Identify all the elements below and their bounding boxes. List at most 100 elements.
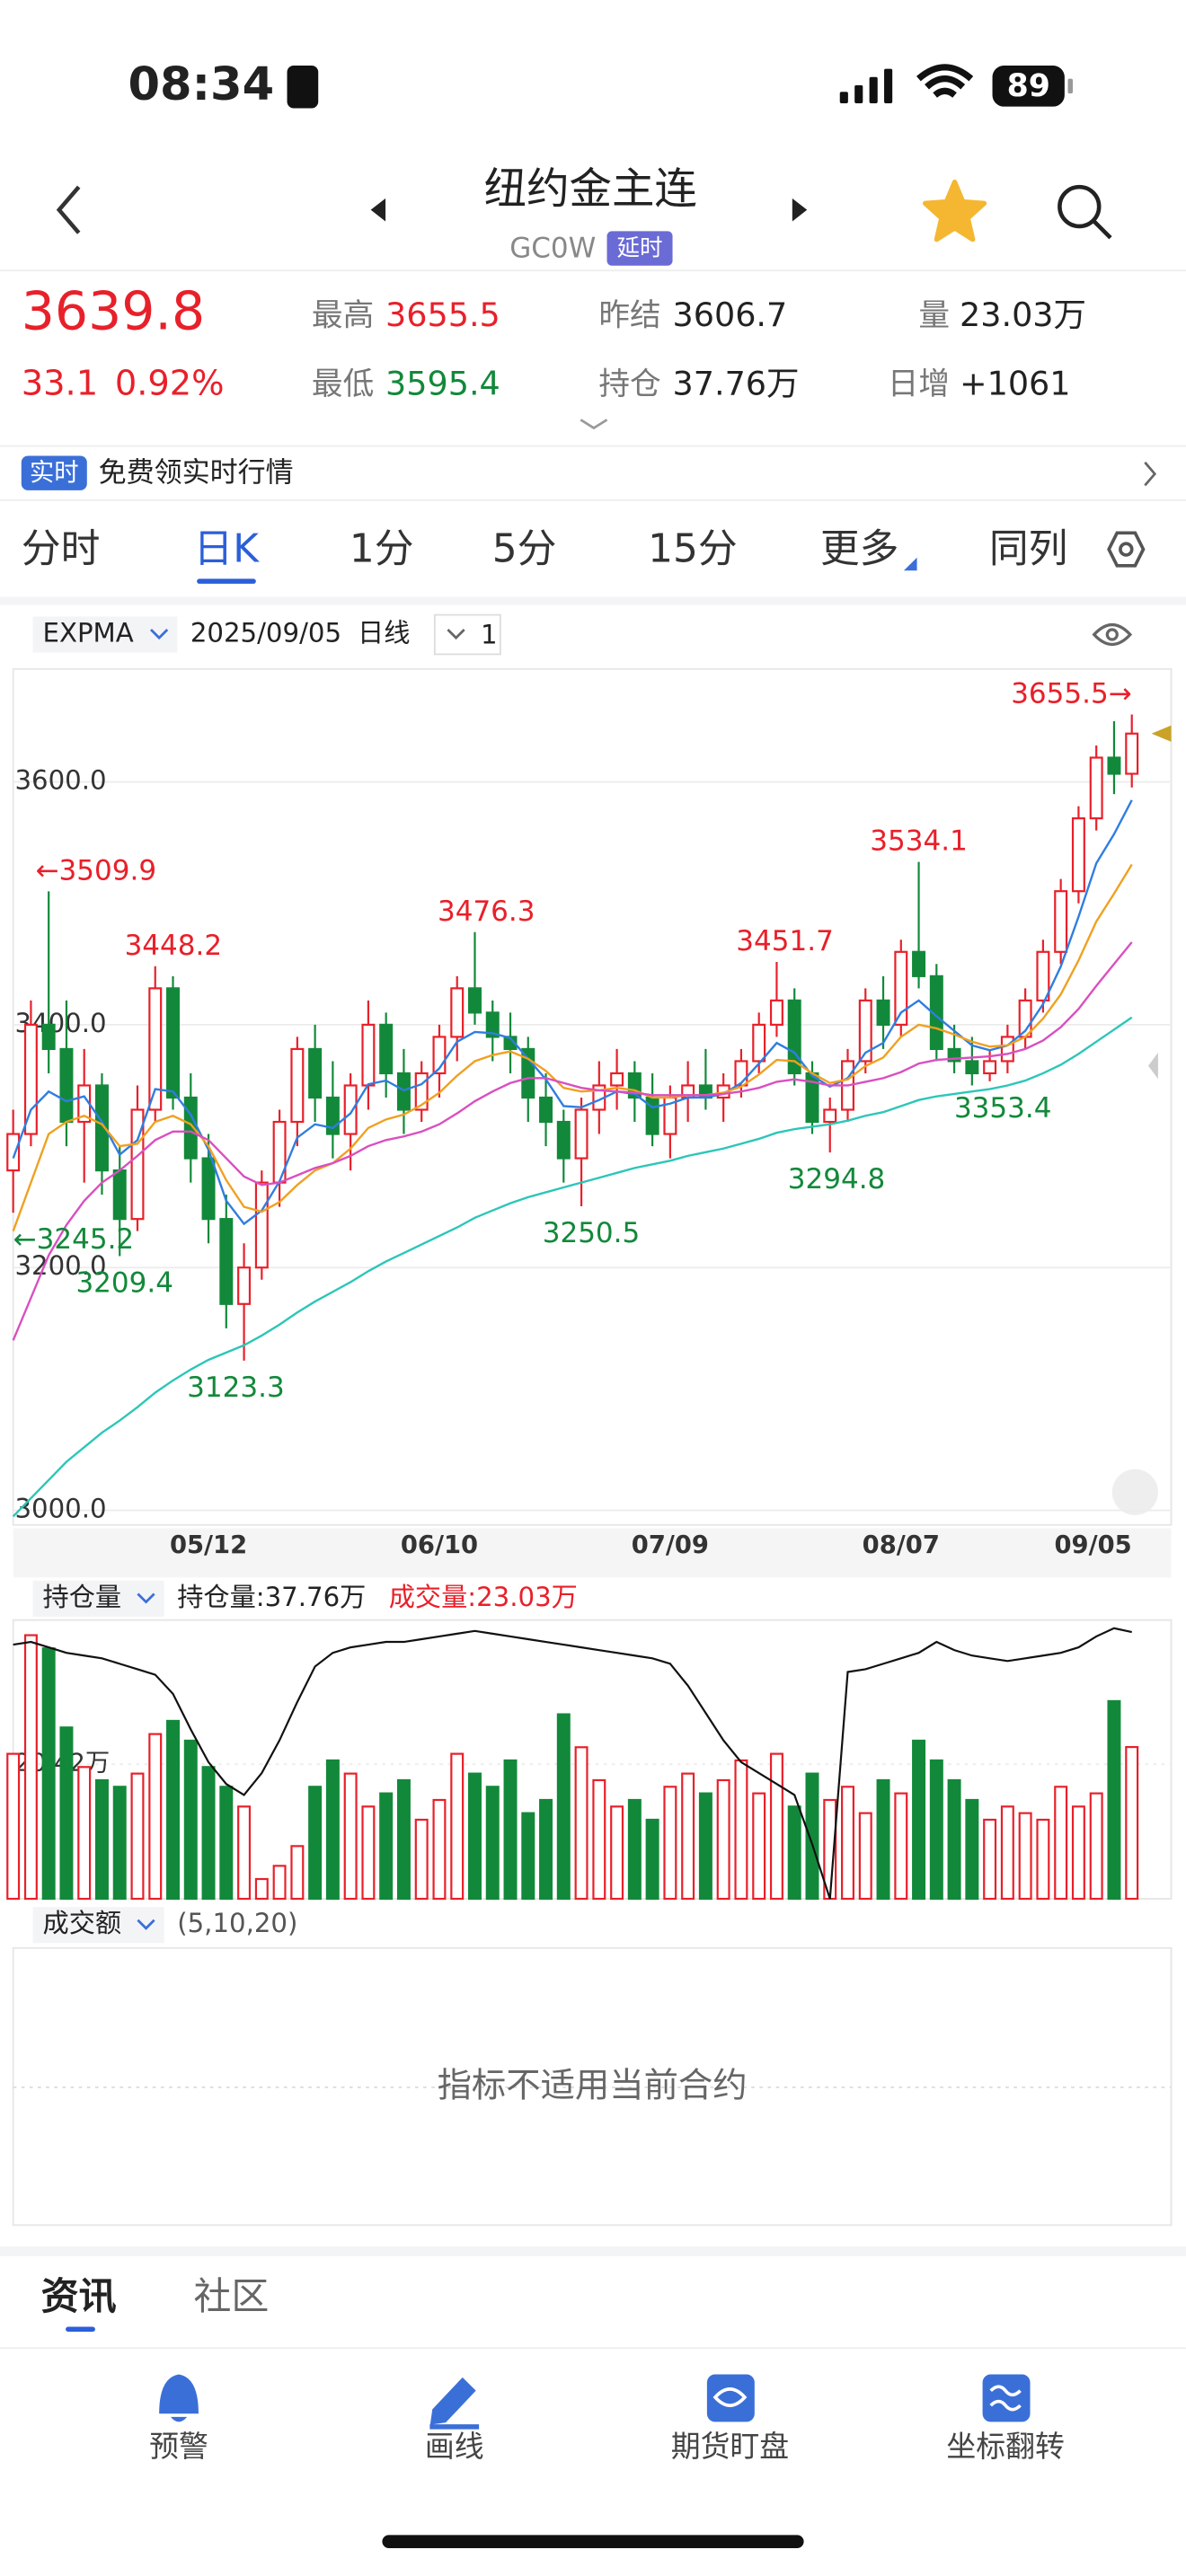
banner-text[interactable]: 免费领实时行情 — [99, 457, 294, 490]
x-tick-label: 09/05 — [1055, 1531, 1132, 1559]
candle-body — [1125, 732, 1139, 775]
next-contract[interactable] — [792, 198, 808, 222]
settings-icon[interactable] — [1107, 531, 1146, 568]
quote-label: 最低 — [312, 366, 374, 402]
period-tab[interactable]: 更多 — [820, 525, 899, 571]
period-tab[interactable]: 分时 — [22, 525, 101, 571]
prev-contract[interactable] — [370, 198, 386, 222]
price-annotation: 3294.8 — [788, 1163, 886, 1195]
price-annotation: 3123.3 — [187, 1372, 285, 1404]
legend-volume: 成交量:23.03万 — [389, 1582, 578, 1612]
volume-bar — [1036, 1818, 1050, 1901]
draw-icon[interactable] — [429, 2377, 480, 2430]
realtime-badge — [21, 455, 87, 490]
period-tab[interactable]: 15分 — [648, 525, 738, 571]
indicator-name: EXPMA — [43, 618, 134, 648]
last-price: 3639.8 — [22, 281, 205, 342]
visibility-icon[interactable] — [1092, 622, 1133, 647]
search-button[interactable] — [1058, 184, 1112, 240]
expand-quote[interactable] — [580, 419, 608, 430]
watch-icon[interactable] — [706, 2374, 755, 2422]
volume-bar — [769, 1752, 783, 1901]
y-tick-label: 3600.0 — [14, 765, 106, 796]
separator-band — [0, 596, 1186, 605]
candle-body — [148, 987, 163, 1111]
candle-body — [290, 1047, 305, 1124]
volume-bar — [1000, 1805, 1014, 1901]
candle-body — [308, 1047, 323, 1099]
x-tick-label: 08/07 — [863, 1531, 940, 1559]
quote-label: 最高 — [312, 297, 374, 333]
content-tab[interactable]: 资讯 — [41, 2274, 117, 2318]
volume-bar — [556, 1713, 571, 1901]
count-select[interactable] — [433, 613, 501, 656]
volume-bar — [201, 1766, 216, 1901]
candle-body — [556, 1120, 571, 1160]
x-tick-label: 06/10 — [401, 1531, 478, 1559]
candle-body — [752, 1023, 766, 1063]
volume-bar — [929, 1759, 943, 1901]
separator-band — [0, 2246, 1186, 2257]
quote-value: +1061 — [960, 365, 1070, 403]
fullscreen-button[interactable] — [1111, 1469, 1158, 1515]
price-change: 33.1 — [22, 364, 98, 404]
volume-bar — [325, 1759, 340, 1901]
volume-bar — [396, 1778, 411, 1901]
volume-bar — [965, 1798, 979, 1901]
dropdown-caret — [137, 1592, 155, 1604]
volume-bar — [681, 1772, 695, 1901]
favorite-star[interactable] — [922, 179, 987, 243]
legend-oi: 持仓量:37.76万 — [177, 1582, 366, 1612]
open-interest-line — [13, 1627, 1132, 1900]
volume-bar — [983, 1818, 997, 1901]
price-annotation: ←3509.9 — [36, 854, 157, 887]
candle-body — [396, 1072, 411, 1111]
more-caret — [903, 557, 917, 571]
nav-label[interactable]: 画线 — [425, 2429, 484, 2464]
candle-body — [379, 1023, 394, 1075]
battery — [992, 66, 1065, 107]
period-tab[interactable]: 日K — [193, 525, 260, 571]
candle-body — [94, 1084, 109, 1172]
volume-bar — [6, 1752, 21, 1901]
quote-label: 量 — [918, 297, 950, 333]
volume-bar — [592, 1778, 606, 1901]
volume-bar — [539, 1798, 553, 1901]
back-button[interactable] — [56, 185, 81, 234]
count-caret — [447, 629, 465, 640]
volume-bar — [219, 1786, 234, 1901]
volume-bar — [645, 1818, 659, 1901]
nav-label[interactable]: 预警 — [149, 2429, 208, 2464]
delay-badge-text: 延时 — [616, 234, 662, 261]
volume-bar — [1125, 1745, 1139, 1901]
volume-bar — [947, 1778, 961, 1901]
y-tick-label: 3200.0 — [14, 1250, 106, 1281]
indicator-select[interactable] — [32, 616, 178, 653]
candle-body — [1089, 756, 1103, 820]
content-tab[interactable]: 社区 — [193, 2274, 269, 2318]
side-handle[interactable] — [1147, 1053, 1158, 1080]
price-annotation: 3448.2 — [125, 930, 223, 962]
alert-icon[interactable] — [159, 2374, 199, 2422]
period-tab[interactable]: 1分 — [350, 525, 414, 571]
amount-params: (5,10,20) — [177, 1908, 297, 1938]
candle-body — [41, 1023, 56, 1051]
volume-bar — [1018, 1812, 1032, 1901]
amount-indicator: 成交额 — [43, 1908, 122, 1938]
volume-bar — [1107, 1699, 1121, 1901]
period-tab[interactable]: 5分 — [492, 525, 557, 571]
wifi-icon — [916, 64, 974, 98]
candle-body — [769, 999, 783, 1026]
flip-icon[interactable] — [982, 2374, 1031, 2422]
battery-tip — [1067, 78, 1073, 94]
candle-body — [166, 987, 181, 1099]
candle-body — [823, 1108, 837, 1124]
banner-arrow[interactable] — [1144, 461, 1157, 487]
volume-bar — [858, 1812, 872, 1901]
volume-bar — [1071, 1805, 1085, 1901]
nav-label[interactable]: 期货盯盘 — [671, 2429, 789, 2464]
nav-label[interactable]: 坐标翻转 — [946, 2429, 1064, 2464]
period-tab[interactable]: 同列 — [989, 525, 1068, 571]
volume-bar — [130, 1772, 145, 1901]
volume-bar — [343, 1772, 358, 1901]
